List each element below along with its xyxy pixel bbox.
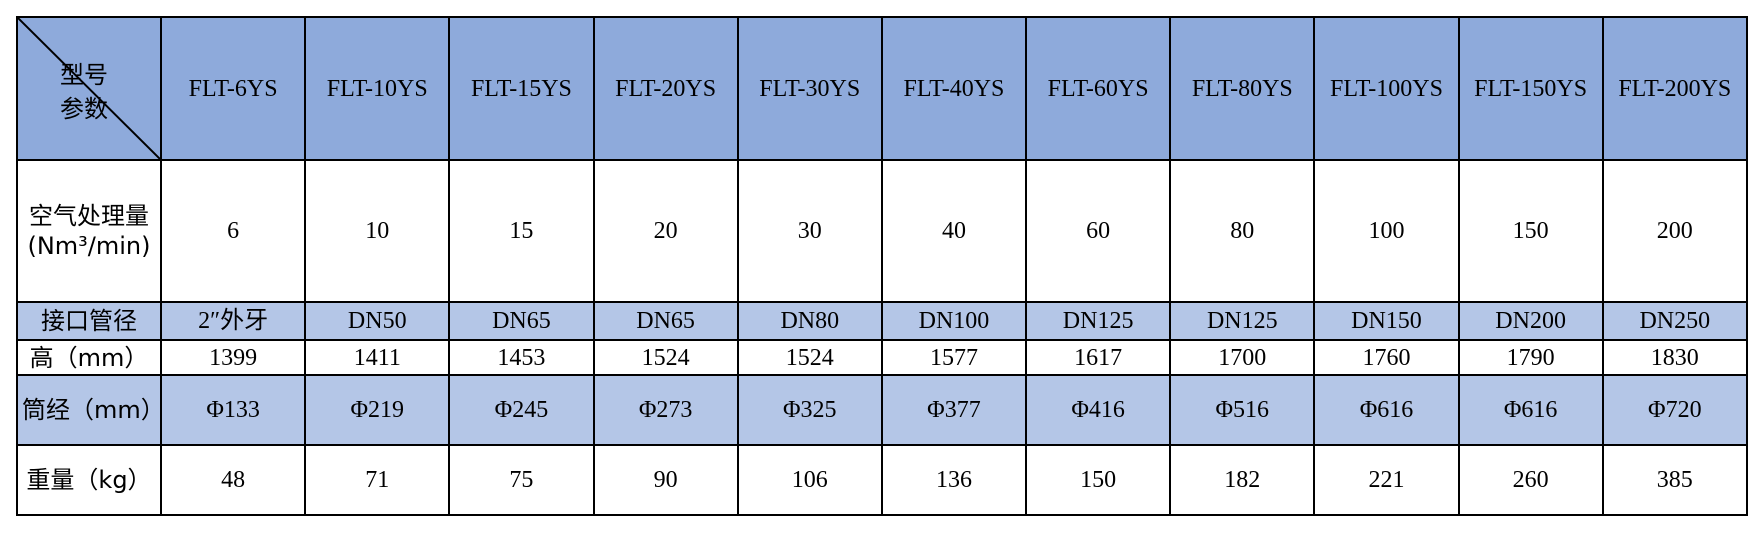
cell: 260 (1457, 444, 1604, 516)
spec-table: 型号 参数 FLT-6YS FLT-10YS FLT-15YS FLT-20YS FLT… (16, 16, 1748, 516)
model-header: FLT-20YS (592, 16, 739, 161)
cell: 75 (448, 444, 595, 516)
data-row: 高（mm） 1399 1411 1453 1524 1524 1577 1617 1700 176… (16, 339, 1748, 376)
data-row: 重量（kg） 48 71 75 90 106 136 150 182 221 260 385 (16, 444, 1748, 516)
cell: 40 (880, 159, 1028, 303)
model-header: FLT-30YS (736, 16, 883, 161)
model-header: FLT-200YS (1601, 16, 1748, 161)
cell: 100 (1313, 159, 1460, 303)
cell: 1524 (592, 339, 739, 376)
model-header: FLT-150YS (1457, 16, 1604, 161)
model-header: FLT-10YS (304, 16, 451, 161)
cell: DN125 (1025, 301, 1172, 341)
cell: 1411 (304, 339, 451, 376)
cell: 200 (1601, 159, 1748, 303)
model-header: FLT-60YS (1025, 16, 1172, 161)
cell: 1700 (1169, 339, 1316, 376)
model-header: FLT-6YS (159, 16, 307, 161)
diagonal (18, 18, 162, 161)
model-header: FLT-40YS (880, 16, 1028, 161)
cell: 1524 (736, 339, 883, 376)
cell: Φ616 (1457, 374, 1604, 446)
cell: 221 (1313, 444, 1460, 516)
cell: Φ616 (1313, 374, 1460, 446)
cell: DN250 (1601, 301, 1748, 341)
row-label: 筒经（mm） (16, 374, 165, 446)
cell: 60 (1025, 159, 1172, 303)
data-row: 接口管径 2″外牙 DN50 DN65 DN65 DN80 DN100 DN125 DN125 D… (16, 301, 1748, 341)
cell: 136 (880, 444, 1028, 516)
cell: 1577 (880, 339, 1028, 376)
cell: Φ325 (736, 374, 883, 446)
cell: 6 (159, 159, 307, 303)
cell: 106 (736, 444, 883, 516)
cell: Φ133 (159, 374, 307, 446)
cell: 20 (592, 159, 739, 303)
cell: Φ416 (1025, 374, 1172, 446)
header-row: 型号 参数 FLT-6YS FLT-10YS FLT-15YS FLT-20YS FLT… (16, 16, 1748, 161)
row-label: 高（mm） (16, 339, 162, 376)
cell: Φ516 (1169, 374, 1316, 446)
cell: DN50 (304, 301, 451, 341)
cell: DN100 (880, 301, 1028, 341)
cell: Φ219 (304, 374, 451, 446)
cell: 150 (1457, 159, 1604, 303)
cell: 10 (304, 159, 451, 303)
cell: DN150 (1313, 301, 1460, 341)
cell: Φ245 (448, 374, 595, 446)
model-header: FLT-15YS (448, 16, 595, 161)
cell: 15 (448, 159, 595, 303)
cell: 80 (1169, 159, 1316, 303)
cell: 1453 (448, 339, 595, 376)
cell: 1830 (1601, 339, 1748, 376)
model-header: FLT-100YS (1313, 16, 1460, 161)
corner-top: 型号 (60, 61, 108, 89)
cell: 2″外牙 (159, 301, 307, 341)
row-label: 接口管径 (16, 301, 162, 341)
cell: 30 (736, 159, 883, 303)
cell: DN65 (592, 301, 739, 341)
cell: DN200 (1457, 301, 1604, 341)
cell: 1617 (1025, 339, 1172, 376)
cell: Φ377 (880, 374, 1028, 446)
row-label: 空气处理量(Nm³/min) (16, 159, 162, 303)
model-header: FLT-80YS (1169, 16, 1316, 161)
cell: 1790 (1457, 339, 1604, 376)
corner-bottom: 参数 (60, 95, 108, 123)
cell: 1760 (1313, 339, 1460, 376)
data-row: 空气处理量(Nm³/min) 6 10 15 20 30 40 60 80 100 150 200 (16, 159, 1748, 303)
cell: 182 (1169, 444, 1316, 516)
cell: DN65 (448, 301, 595, 341)
cell: 71 (304, 444, 451, 516)
cell: DN125 (1169, 301, 1316, 341)
cell: DN80 (736, 301, 883, 341)
row-label: 重量（kg） (16, 444, 162, 516)
cell: 150 (1025, 444, 1172, 516)
table-wrap: 型号 参数 FLT-6YS FLT-10YS FLT-15YS FLT-20YS FLT… (16, 16, 1748, 516)
cell: 90 (592, 444, 739, 516)
cell: Φ273 (592, 374, 739, 446)
corner-cell: 型号 参数 (16, 16, 162, 161)
cell: Φ720 (1601, 374, 1748, 446)
cell: 385 (1601, 444, 1748, 516)
data-row: 筒经（mm） Φ133 Φ219 Φ245 Φ273 Φ325 Φ377 Φ416 Φ516 Φ6… (16, 374, 1748, 446)
cell: 48 (159, 444, 307, 516)
cell: 1399 (159, 339, 307, 376)
